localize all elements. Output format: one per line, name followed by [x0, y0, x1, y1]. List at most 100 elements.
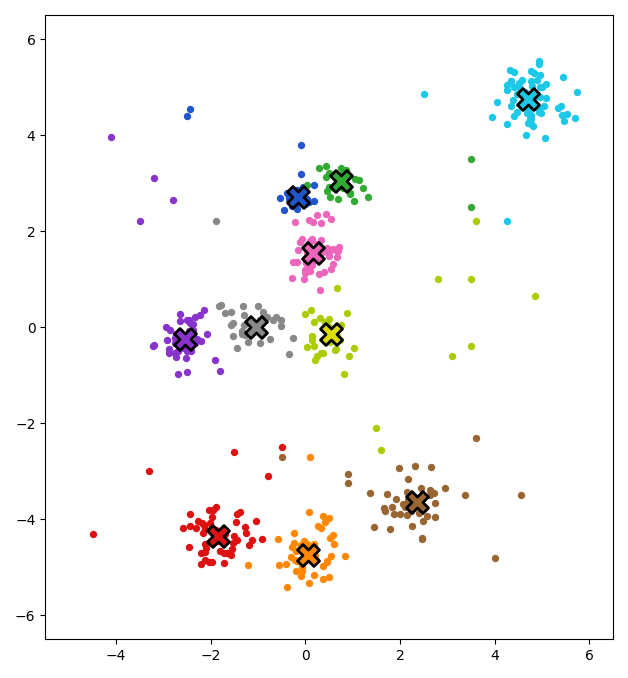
Point [335, 334, 345, 345]
Point [291, 565, 301, 576]
Point [200, 555, 210, 565]
Point [277, 452, 287, 462]
Point [219, 558, 229, 569]
Point [523, 118, 533, 129]
Point [193, 516, 203, 527]
Point [311, 555, 321, 566]
Point [225, 307, 236, 318]
Point [297, 565, 307, 576]
Point [295, 237, 305, 248]
Point [200, 546, 210, 557]
Point [387, 501, 397, 512]
Point [168, 195, 178, 205]
Point [182, 315, 192, 325]
Point [135, 216, 145, 227]
Point [559, 116, 569, 127]
Point [403, 495, 413, 506]
Point [332, 245, 342, 256]
Point [208, 505, 219, 516]
Point [318, 574, 328, 584]
Point [521, 129, 531, 140]
Point [279, 205, 290, 216]
Point [188, 337, 198, 348]
Point [416, 483, 426, 494]
Point [394, 463, 404, 474]
Point [276, 315, 286, 326]
Point [188, 324, 198, 335]
Point [350, 174, 360, 184]
Point [325, 336, 335, 347]
Point [534, 81, 544, 92]
Point [506, 101, 516, 112]
Point [185, 520, 195, 531]
Point [173, 368, 183, 379]
Point [198, 519, 208, 530]
Point [471, 216, 481, 227]
Point [304, 578, 314, 589]
Point [532, 89, 542, 100]
Point [200, 523, 210, 534]
Point [318, 511, 328, 521]
Point [232, 343, 242, 354]
Point [296, 168, 306, 179]
Point [222, 547, 232, 558]
Point [241, 330, 251, 340]
Point [324, 245, 334, 256]
Point [327, 329, 337, 340]
Point [301, 254, 311, 264]
Point [292, 256, 302, 267]
Point [300, 556, 310, 567]
Point [257, 534, 267, 544]
Point [287, 541, 297, 552]
Point [516, 490, 526, 500]
Point [404, 502, 414, 513]
Point [170, 333, 180, 344]
Point [466, 201, 476, 212]
Point [241, 521, 251, 532]
Point [164, 344, 174, 355]
Point [325, 533, 335, 544]
Point [178, 523, 188, 534]
Point [522, 108, 533, 119]
Point [303, 550, 313, 561]
Point [296, 184, 306, 195]
Point [213, 531, 223, 542]
Point [312, 351, 322, 361]
Point [308, 217, 318, 228]
Point [184, 542, 194, 553]
Point [305, 254, 315, 265]
Point [430, 498, 440, 508]
Point [389, 508, 399, 519]
Point [235, 506, 245, 517]
Point [358, 183, 368, 194]
Point [343, 468, 353, 479]
Point [196, 335, 206, 346]
Point [316, 218, 326, 228]
Point [506, 76, 516, 87]
Point [336, 175, 346, 186]
Point [540, 133, 550, 144]
Point [307, 233, 317, 244]
Point [207, 524, 217, 535]
Point [303, 342, 313, 353]
Point [466, 341, 476, 352]
Point [191, 522, 201, 533]
Point [171, 329, 181, 340]
Point [337, 162, 347, 173]
Point [323, 321, 333, 332]
Point [403, 473, 413, 484]
Point [106, 132, 116, 143]
Point [349, 195, 359, 206]
Point [306, 304, 316, 315]
Point [570, 113, 580, 123]
Point [287, 201, 297, 212]
Point [322, 557, 332, 567]
Point [316, 247, 326, 258]
Point [297, 233, 307, 244]
Point [530, 290, 540, 301]
Point [148, 341, 158, 352]
Point [323, 314, 333, 325]
Point [290, 201, 300, 212]
Point [309, 180, 319, 191]
Point [296, 540, 306, 551]
